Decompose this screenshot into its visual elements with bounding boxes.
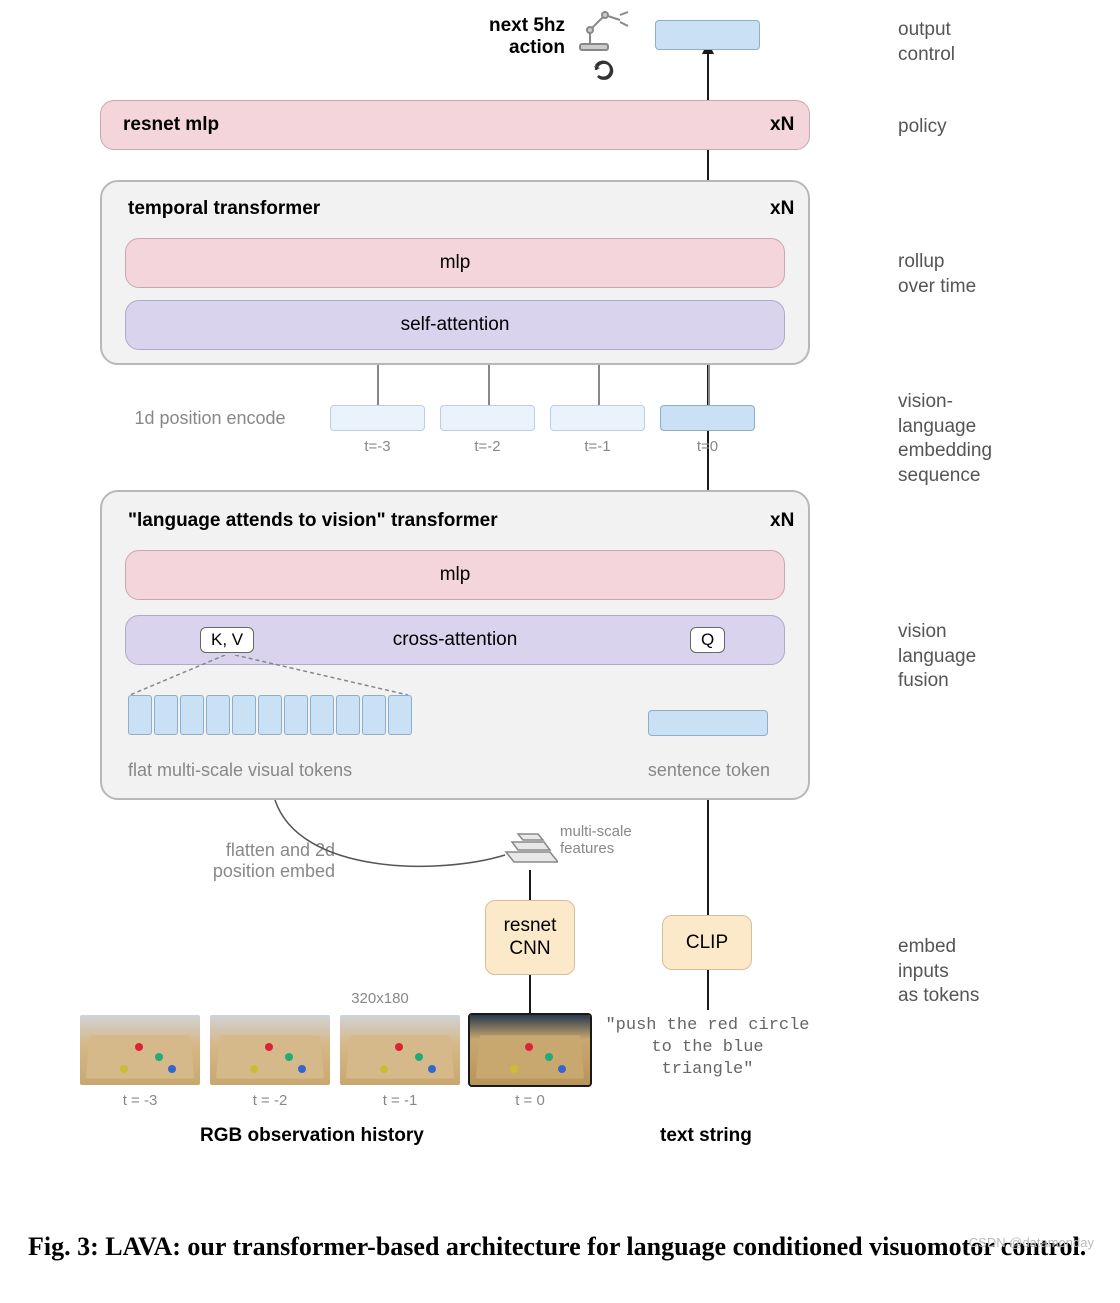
img-thumb-3 [470,1015,590,1085]
robot-arm-icon [570,0,640,55]
multi-scale-label: multi-scale features [560,823,660,857]
ts-token-0 [330,405,425,431]
resnet-cnn-block: resnet CNN [485,900,575,975]
lv-title: "language attends to vision" transformer [128,510,498,532]
flat-tokens-label: flat multi-scale visual tokens [128,760,408,781]
pyramid-to-cnn-line [529,870,531,900]
resnet-cnn-label: resnet CNN [504,915,557,961]
clip-to-prompt-line [707,970,709,1010]
rgb-hist-label: RGB observation history [200,1125,424,1147]
ts-line-0 [377,365,379,405]
ts-label-2: t=-1 [550,438,645,455]
prompt-text: "push the red circle to the blue triangl… [605,1015,810,1081]
sentence-token-label: sentence token [540,760,770,781]
temporal-title: temporal transformer [128,198,320,220]
self-attention-block: self-attention [125,300,785,350]
kv-box: K, V [200,627,254,653]
figure-caption: Fig. 3: LAVA: our transformer-based arch… [20,1232,1100,1262]
side-rollup: rollup over time [898,250,976,299]
ts-line-2 [598,365,600,405]
mlp2-label: mlp [440,564,471,586]
xn-lv: xN [770,510,794,532]
cnn-to-img-line [529,975,531,1015]
watermark: CSDN @datamonday [969,1235,1094,1250]
xn-temporal: xN [770,198,794,220]
img-thumb-1 [210,1015,330,1085]
side-output: output control [898,18,955,67]
ts-line-1 [488,365,490,405]
side-policy: policy [898,115,947,140]
img-t-2: t = -1 [340,1092,460,1109]
kv-fanout-lines [120,655,420,700]
mlp1-label: mlp [440,252,471,274]
output-control-box [655,20,760,50]
cross-attn-label: cross-attention [393,629,518,651]
cycle-icon [590,56,618,84]
architecture-diagram: next 5hz action output control policy ro… [20,20,1100,1220]
side-vlseq: vision- language embedding sequence [898,390,992,489]
img-dim-label: 320x180 [340,990,420,1007]
resnet-mlp-block: resnet mlp [100,100,810,150]
img-t-0: t = -3 [80,1092,200,1109]
pos-encode-label: 1d position encode [115,408,305,429]
ts-label-3: t=0 [660,438,755,455]
ts-line-3 [708,365,710,405]
img-thumb-0 [80,1015,200,1085]
side-fusion: vision language fusion [898,620,976,694]
ts-token-3 [660,405,755,431]
text-string-label: text string [660,1125,752,1147]
xn-policy: xN [770,114,794,136]
ts-label-0: t=-3 [330,438,425,455]
img-t-1: t = -2 [210,1092,330,1109]
mlp2-block: mlp [125,550,785,600]
clip-block: CLIP [662,915,752,970]
ts-label-1: t=-2 [440,438,535,455]
visual-tokens-row [128,695,412,735]
side-embed: embed inputs as tokens [898,935,979,1009]
q-box: Q [690,627,725,653]
ts-token-1 [440,405,535,431]
resnet-mlp-label: resnet mlp [123,114,219,136]
clip-label: CLIP [686,932,728,954]
img-thumb-2 [340,1015,460,1085]
action-label: next 5hz action [465,15,565,59]
self-attn-label: self-attention [401,314,510,336]
flatten-curve [270,800,520,880]
img-t-3: t = 0 [470,1092,590,1109]
mlp1-block: mlp [125,238,785,288]
sentence-token-box [648,710,768,736]
ts-token-2 [550,405,645,431]
pyramid-icon [498,830,558,870]
